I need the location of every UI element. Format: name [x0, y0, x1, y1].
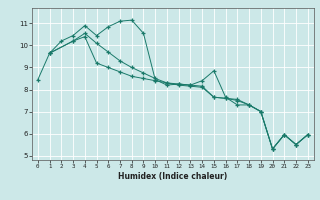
X-axis label: Humidex (Indice chaleur): Humidex (Indice chaleur): [118, 172, 228, 181]
